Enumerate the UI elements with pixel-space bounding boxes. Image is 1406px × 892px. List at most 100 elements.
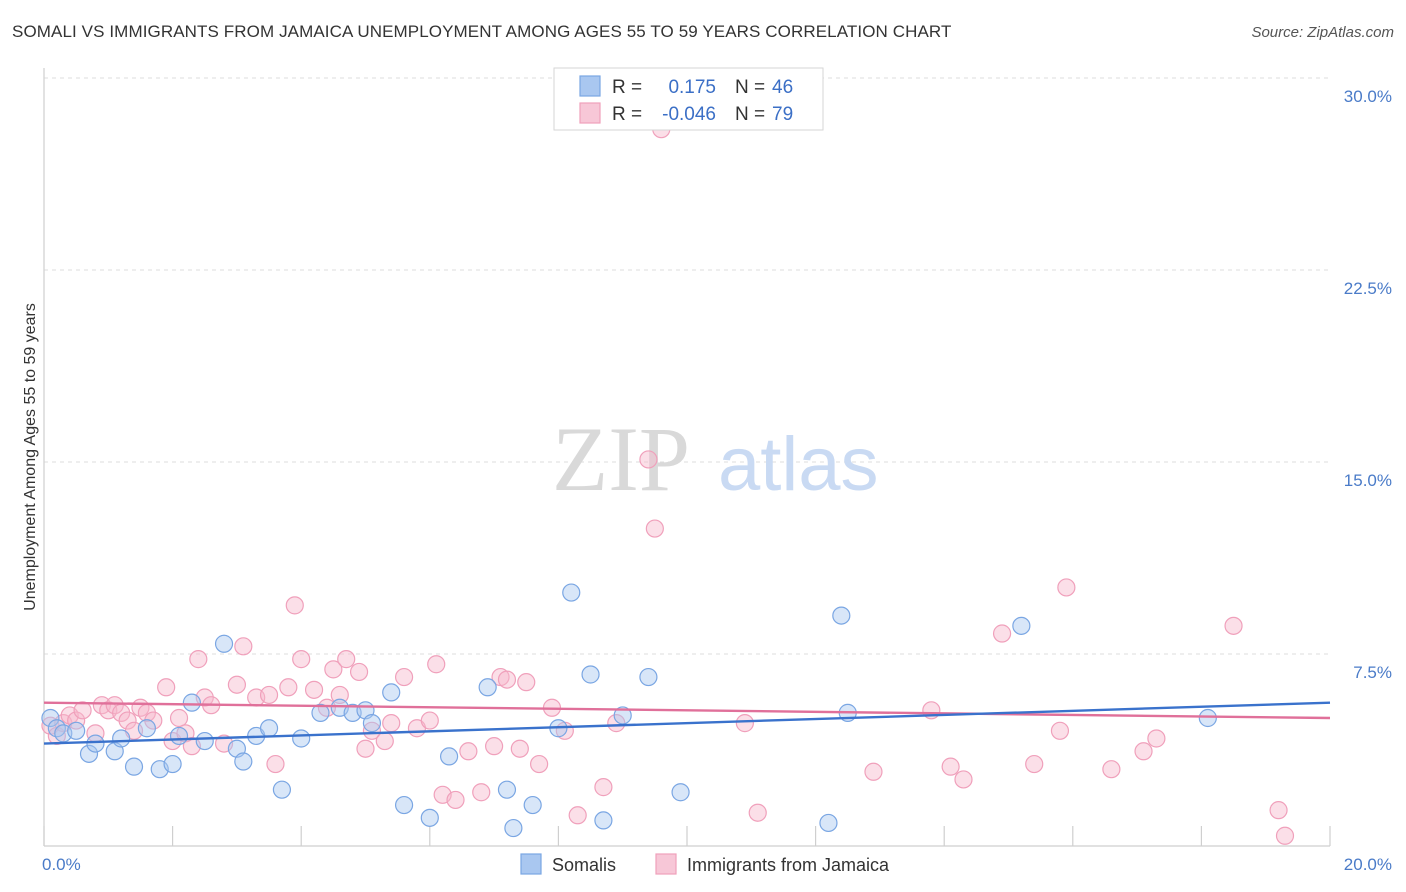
somalis-point: [1198, 708, 1217, 728]
jamaica-point: [285, 596, 304, 615]
jamaica-point: [446, 790, 465, 810]
jamaica-point: [189, 650, 208, 669]
somalis-point: [41, 708, 60, 728]
legend-n-label-1: N =: [735, 77, 765, 98]
somalis-point: [124, 757, 144, 776]
jamaica-point: [517, 673, 536, 692]
x-tick-labels: 0.0% 20.0%: [42, 855, 1392, 874]
jamaica-point: [530, 754, 549, 774]
y-tick-label: 30.0%: [1344, 87, 1392, 106]
jamaica-point: [1224, 616, 1243, 635]
y-tick-label: 15.0%: [1344, 471, 1392, 490]
watermark-atlas: atlas: [718, 422, 879, 507]
legend-swatch-jamaica: [579, 102, 601, 124]
jamaica-point: [485, 737, 504, 756]
jamaica-point: [227, 675, 246, 694]
watermark-zip: ZIP: [552, 408, 690, 510]
jamaica-point: [394, 667, 414, 687]
somalis-point: [394, 795, 414, 815]
somalis-point: [112, 729, 131, 748]
somalis-point: [234, 752, 253, 771]
trend-line-somalis: [43, 701, 1331, 745]
somalis-point: [1012, 616, 1031, 635]
jamaica-point: [864, 762, 883, 781]
jamaica-point: [67, 711, 86, 730]
stats-legend: R = 0.175 N = 46 R = -0.046 N = 79: [553, 67, 824, 131]
jamaica-point: [510, 739, 529, 758]
legend-n-value-jamaica: 79: [772, 104, 793, 125]
series-legend-label-jamaica: Immigrants from Jamaica: [687, 855, 890, 875]
jamaica-point: [1134, 742, 1153, 761]
jamaica-point: [157, 678, 176, 697]
jamaica-point: [735, 714, 754, 733]
jamaica-point: [1102, 760, 1121, 779]
jamaica-point: [459, 742, 478, 761]
jamaica-point: [420, 711, 439, 730]
jamaica-point: [427, 655, 446, 674]
trend-lines: [43, 701, 1331, 745]
somalis-point: [382, 683, 401, 702]
jamaica-point: [639, 450, 658, 469]
series-legend-swatch-jamaica: [655, 853, 677, 875]
somalis-point: [671, 783, 690, 802]
somalis-point: [420, 808, 439, 827]
jamaica-point: [941, 757, 960, 776]
series-legend: Somalis Immigrants from Jamaica: [520, 853, 890, 875]
jamaica-point: [279, 678, 298, 697]
jamaica-point: [362, 721, 382, 740]
jamaica-point: [497, 670, 517, 689]
somalis-point: [163, 754, 182, 774]
somalis-point: [79, 744, 99, 763]
somalis-point: [639, 667, 658, 687]
legend-n-label-2: N =: [735, 104, 765, 125]
somalis-point: [504, 818, 523, 838]
somalis-point: [214, 634, 234, 653]
somalis-point: [272, 780, 292, 799]
legend-r-value-jamaica: -0.046: [662, 104, 716, 125]
series-legend-swatch-somalis: [520, 853, 542, 875]
somalis-point: [86, 734, 105, 753]
somalis-point: [562, 583, 581, 602]
legend-r-value-somalis: 0.175: [668, 77, 716, 98]
jamaica-point: [645, 519, 664, 538]
jamaica-point: [1275, 826, 1295, 845]
somalis-point: [169, 726, 189, 746]
somalis-point: [292, 729, 311, 748]
grid-lines: [44, 77, 1330, 655]
trend-line-jamaica: [43, 701, 1331, 720]
jamaica-point: [266, 754, 285, 774]
jamaica-point: [748, 803, 767, 822]
somalis-point: [311, 703, 330, 722]
jamaica-point: [568, 806, 587, 825]
x-tick-marks: [43, 826, 1331, 846]
jamaica-point: [73, 701, 92, 720]
jamaica-point: [472, 783, 491, 802]
x-tick-label-min: 0.0%: [42, 855, 81, 874]
jamaica-point: [169, 708, 189, 728]
series-somalis-points: [41, 583, 1217, 838]
y-tick-label: 7.5%: [1353, 663, 1392, 682]
jamaica-point: [594, 778, 613, 797]
jamaica-point: [1025, 754, 1044, 774]
jamaica-point: [954, 770, 973, 789]
jamaica-point: [330, 685, 349, 705]
jamaica-point: [992, 624, 1012, 643]
somalis-point: [613, 706, 632, 725]
jamaica-point: [337, 650, 356, 669]
jamaica-point: [304, 680, 324, 699]
jamaica-point: [1147, 729, 1166, 748]
somalis-point: [439, 747, 459, 766]
jamaica-point: [375, 731, 394, 751]
somalis-point: [594, 811, 613, 830]
jamaica-point: [1050, 721, 1070, 740]
watermark: ZIP atlas: [552, 408, 879, 510]
somalis-point: [195, 731, 214, 751]
somalis-point: [182, 693, 201, 712]
series-legend-label-somalis: Somalis: [552, 855, 616, 875]
somalis-point: [137, 719, 156, 738]
somalis-point: [523, 795, 542, 815]
somalis-point: [67, 721, 86, 740]
somalis-point: [362, 714, 382, 733]
jamaica-point: [349, 662, 369, 682]
